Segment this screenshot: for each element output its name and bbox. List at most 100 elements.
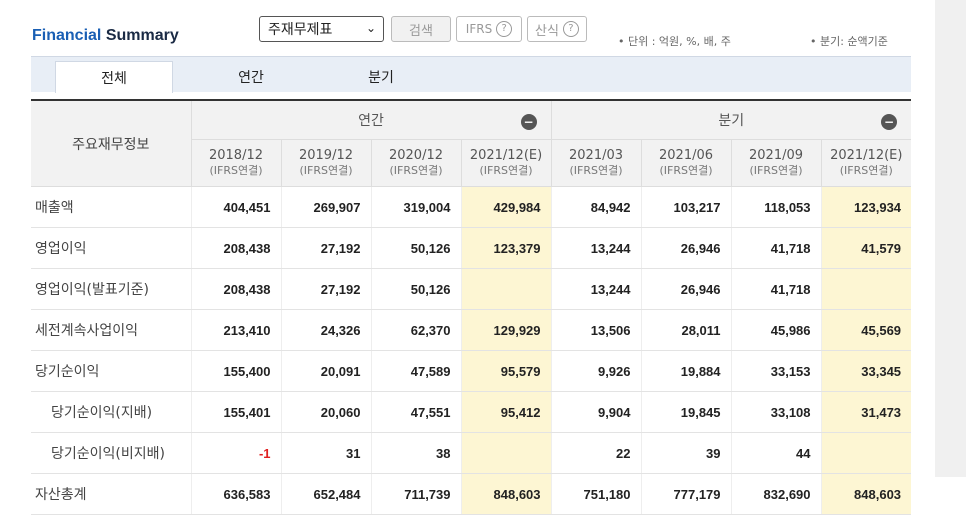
table-cell: 848,603 [460,473,552,515]
table-cell: 19,884 [640,350,732,392]
table-cell: 9,904 [550,391,642,433]
financial-summary-table: 주요재무정보 연간 − 분기 − 2018/12 (IFRS연결) 2019/12 (I… [31,99,912,515]
column-header: 2021/09 (IFRS연결) [730,139,822,187]
table-cell: 636,583 [190,473,281,515]
table-cell: 26,946 [640,227,732,269]
table-cell: 27,192 [280,227,371,269]
quarter-basis-note: • 분기: 순액기준 [810,35,888,48]
table-cell: 9,926 [550,350,642,392]
help-icon: ? [562,21,579,37]
column-header: 2019/12 (IFRS연결) [280,139,371,187]
table-cell: 118,053 [730,186,822,228]
table-cell: 28,011 [640,309,732,351]
row-label: 영업이익(발표기준) [31,268,191,310]
table-cell: 208,438 [190,268,281,310]
group-header-quarter: 분기 − [550,100,912,140]
table-cell: 269,907 [280,186,371,228]
column-header: 2020/12 (IFRS연결) [370,139,461,187]
table-cell: 47,589 [370,350,461,392]
search-button[interactable]: 검색 [391,16,451,42]
table-cell: 13,244 [550,227,642,269]
column-header: 2021/03 (IFRS연결) [550,139,642,187]
table-cell: 31 [280,432,371,474]
table-row: 당기순이익 155,400 20,091 47,589 95,579 9,926… [31,350,912,392]
table-cell: 429,984 [460,186,552,228]
table-cell: 47,551 [370,391,461,433]
table-cell: 38 [370,432,461,474]
table-cell: 848,603 [820,473,912,515]
table-row: 당기순이익(지배) 155,401 20,060 47,551 95,412 9… [31,391,912,433]
table-cell: 832,690 [730,473,822,515]
table-row: 영업이익(발표기준) 208,438 27,192 50,126 13,244 … [31,268,912,310]
row-label: 당기순이익 [31,350,191,392]
formula-help-button[interactable]: 산식? [527,16,587,42]
column-header: 2021/06 (IFRS연결) [640,139,732,187]
column-header: 2018/12 (IFRS연결) [190,139,281,187]
table-cell: -1 [190,432,281,474]
statement-type-select[interactable]: 주재무제표 ⌄ [259,16,384,42]
table-cell [460,268,552,310]
select-value: 주재무제표 [268,22,333,38]
table-cell: 33,345 [820,350,912,392]
table-cell: 41,718 [730,227,822,269]
table-cell: 95,412 [460,391,552,433]
row-label: 당기순이익(지배) [31,391,191,433]
table-cell: 24,326 [280,309,371,351]
table-cell: 41,718 [730,268,822,310]
table-cell [820,432,912,474]
table-cell: 404,451 [190,186,281,228]
table-cell [460,432,552,474]
table-cell [820,268,912,310]
table-cell: 27,192 [280,268,371,310]
tab-quarter[interactable]: 분기 [368,70,394,86]
table-row: 자산총계 636,583 652,484 711,739 848,603 751… [31,473,912,515]
ifrs-help-button[interactable]: IFRS? [456,16,522,42]
row-label: 세전계속사업이익 [31,309,191,351]
column-header: 2021/12(E) (IFRS연결) [820,139,912,187]
table-cell: 33,108 [730,391,822,433]
table-cell: 652,484 [280,473,371,515]
table-cell: 711,739 [370,473,461,515]
table-cell: 44 [730,432,822,474]
table-cell: 123,934 [820,186,912,228]
row-label: 당기순이익(비지배) [31,432,191,474]
table-cell: 20,091 [280,350,371,392]
table-cell: 213,410 [190,309,281,351]
table-row: 영업이익 208,438 27,192 50,126 123,379 13,24… [31,227,912,269]
table-cell: 50,126 [370,227,461,269]
table-cell: 22 [550,432,642,474]
table-cell: 84,942 [550,186,642,228]
collapse-quarter-icon[interactable]: − [881,114,898,130]
table-cell: 31,473 [820,391,912,433]
row-label: 매출액 [31,186,191,228]
table-cell: 45,986 [730,309,822,351]
tab-all[interactable]: 전체 [55,61,173,93]
table-cell: 19,845 [640,391,732,433]
table-cell: 41,579 [820,227,912,269]
column-header-corner: 주요재무정보 [31,100,191,187]
table-cell: 13,244 [550,268,642,310]
table-cell: 20,060 [280,391,371,433]
table-row: 매출액 404,451 269,907 319,004 429,984 84,9… [31,186,912,228]
table-cell: 319,004 [370,186,461,228]
table-cell: 208,438 [190,227,281,269]
period-tabs: 전체 연간 분기 [31,56,911,93]
column-header: 2021/12(E) (IFRS연결) [460,139,552,187]
table-cell: 13,506 [550,309,642,351]
table-cell: 123,379 [460,227,552,269]
chevron-down-icon: ⌄ [365,21,376,35]
group-header-annual: 연간 − [190,100,552,140]
table-cell: 103,217 [640,186,732,228]
table-cell: 45,569 [820,309,912,351]
table-cell: 33,153 [730,350,822,392]
table-cell: 26,946 [640,268,732,310]
table-cell: 129,929 [460,309,552,351]
table-row: 당기순이익(비지배) -1 31 38 22 39 44 [31,432,912,474]
tab-annual[interactable]: 연간 [238,70,264,86]
collapse-annual-icon[interactable]: − [520,114,537,130]
table-cell: 62,370 [370,309,461,351]
row-label: 영업이익 [31,227,191,269]
table-cell: 777,179 [640,473,732,515]
page-title: Financial Summary [32,27,179,44]
table-cell: 155,400 [190,350,281,392]
